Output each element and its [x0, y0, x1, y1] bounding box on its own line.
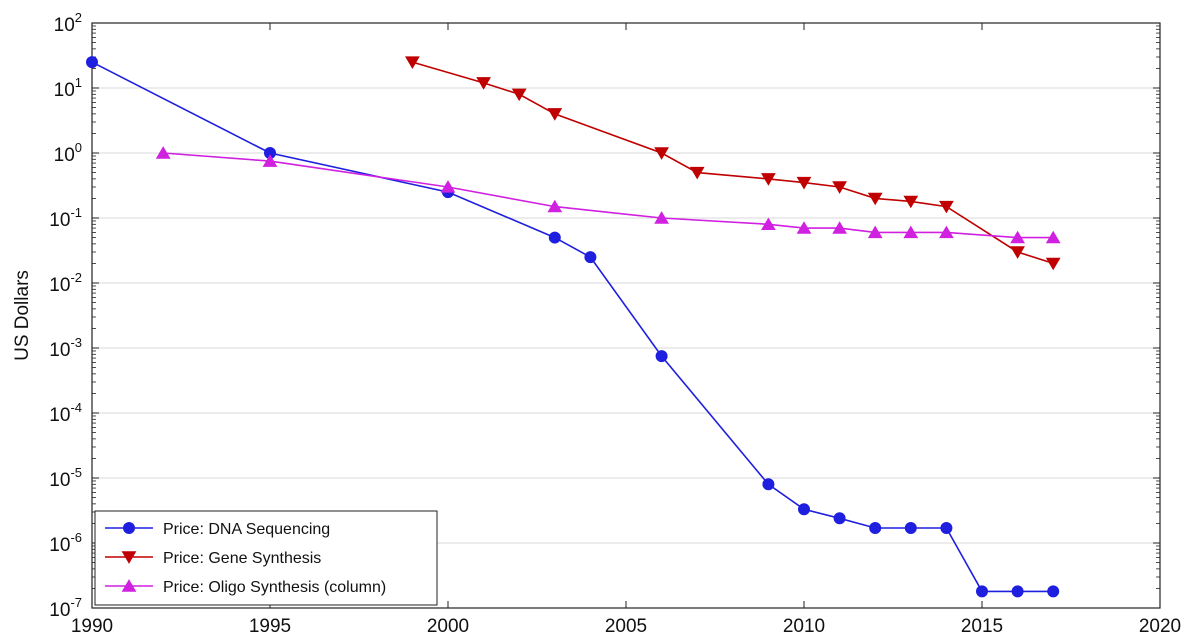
y-tick-exponent: -2 [70, 270, 82, 285]
y-tick-label: 10-7 [49, 595, 82, 621]
y-tick-label: 10-2 [49, 270, 82, 296]
y-tick-label: 102 [54, 10, 82, 36]
data-point [584, 251, 597, 264]
x-tick-label: 1995 [249, 616, 291, 637]
y-tick-exponent: -6 [70, 530, 82, 545]
y-tick-label: 10-3 [49, 335, 82, 361]
data-point [939, 225, 954, 239]
legend-label: Price: DNA Sequencing [163, 521, 330, 538]
data-point [869, 522, 882, 535]
legend-item: Price: Gene Synthesis [105, 550, 321, 567]
y-tick-exponent: -4 [70, 400, 82, 415]
y-tick-exponent: 2 [75, 10, 82, 25]
y-tick-exponent: 0 [75, 140, 82, 155]
data-point [1047, 585, 1060, 598]
data-point [476, 77, 491, 90]
y-tick-base: 10 [49, 340, 70, 361]
series-2 [405, 56, 1061, 271]
data-point [689, 166, 705, 180]
axis-ticks: 1990 1995 2000 2005 2010 2015 202010210110010-… [49, 10, 1181, 637]
legend-label: Price: Oligo Synthesis (column) [163, 579, 386, 596]
y-tick-label: 100 [54, 140, 82, 166]
y-tick-label: 10-1 [49, 205, 82, 231]
data-point [940, 522, 953, 535]
y-tick-exponent: -5 [70, 465, 82, 480]
data-point [939, 200, 954, 214]
grid-lines [92, 87, 1160, 544]
y-tick-exponent: -1 [70, 205, 82, 220]
legend-item: Price: DNA Sequencing [105, 521, 330, 538]
legend: Price: DNA Sequencing Price: Gene Synthes… [94, 510, 438, 606]
data-point [904, 522, 917, 535]
data-point [511, 88, 527, 102]
data-point [1045, 230, 1061, 244]
legend-swatch-marker [123, 522, 135, 534]
series-1 [86, 56, 1060, 598]
legend-box [94, 510, 438, 606]
data-point [1045, 257, 1061, 271]
data-point [440, 180, 456, 193]
legend-item: Price: Oligo Synthesis (column) [105, 579, 386, 596]
data-point [903, 225, 919, 239]
y-tick-base: 10 [49, 470, 70, 491]
data-point [867, 192, 883, 206]
y-tick-base: 10 [49, 535, 70, 556]
x-tick-label: 1990 [71, 616, 113, 637]
legend-swatch-marker [121, 551, 137, 564]
data-point [405, 56, 420, 69]
x-tick-label: 2020 [1139, 616, 1181, 637]
x-tick-label: 2010 [783, 616, 825, 637]
data-point [1010, 246, 1025, 259]
data-point [832, 221, 847, 234]
y-tick-base: 10 [49, 600, 70, 621]
y-tick-exponent: -7 [70, 595, 82, 610]
data-point [547, 199, 563, 213]
series-layer [86, 56, 1061, 598]
data-point [1011, 585, 1024, 598]
y-tick-base: 10 [54, 145, 75, 166]
data-point [761, 217, 776, 230]
y-tick-label: 10-5 [49, 465, 82, 491]
x-tick-label: 2000 [427, 616, 469, 637]
y-tick-exponent: -3 [70, 335, 82, 350]
y-tick-base: 10 [49, 405, 70, 426]
data-point [262, 154, 278, 167]
data-point [86, 56, 98, 69]
y-tick-base: 10 [54, 15, 75, 36]
y-axis-label: US Dollars [12, 270, 33, 361]
x-tick-label: 2015 [961, 616, 1003, 637]
data-point [976, 585, 988, 598]
data-point [761, 173, 776, 186]
x-tick-label: 2005 [605, 616, 647, 637]
data-point [833, 512, 846, 525]
legend-label: Price: Gene Synthesis [163, 550, 321, 567]
data-point [1010, 230, 1025, 244]
data-point [832, 181, 847, 194]
data-point [796, 176, 812, 190]
y-tick-exponent: 1 [75, 75, 82, 90]
series-line [163, 152, 1054, 239]
data-point [155, 146, 171, 159]
series-3 [155, 146, 1061, 244]
data-point [654, 211, 669, 224]
series-line [412, 61, 1054, 265]
data-point [903, 195, 919, 209]
data-point [762, 478, 775, 491]
data-point [654, 147, 669, 160]
y-tick-base: 10 [49, 275, 70, 296]
data-point [655, 350, 668, 363]
y-tick-label: 10-4 [49, 400, 82, 426]
y-tick-base: 10 [49, 210, 70, 231]
data-point [548, 231, 561, 244]
data-point [798, 503, 810, 516]
legend-swatch-marker [121, 579, 137, 592]
y-tick-label: 101 [54, 75, 82, 101]
data-point [867, 225, 883, 239]
data-point [547, 108, 563, 121]
data-point [796, 221, 812, 234]
y-tick-base: 10 [54, 80, 75, 101]
y-tick-label: 10-6 [49, 530, 82, 556]
